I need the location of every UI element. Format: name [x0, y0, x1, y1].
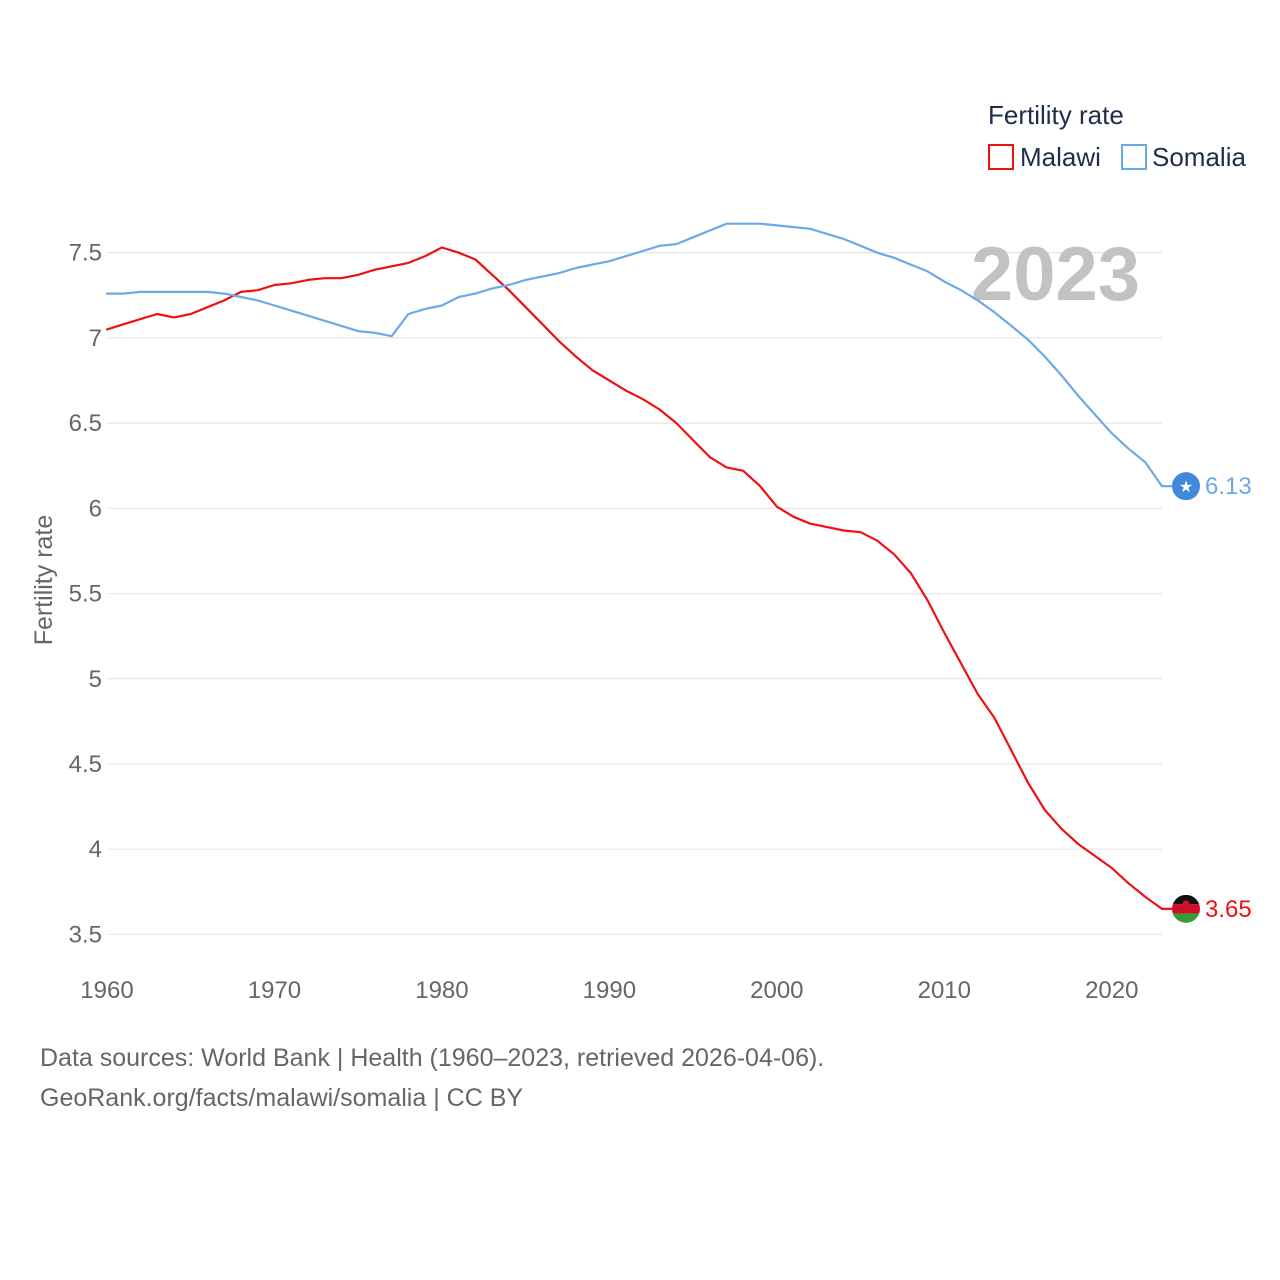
- x-tick-label: 2020: [1085, 977, 1138, 1004]
- data-source-note: Data sources: World Bank | Health (1960–…: [40, 1044, 825, 1072]
- attribution-link[interactable]: GeoRank.org/facts/malawi/somalia | CC BY: [40, 1084, 524, 1112]
- legend: Fertility rate Malawi Somalia: [988, 100, 1246, 172]
- x-tick-label: 1970: [248, 977, 301, 1004]
- end-markers: 3.65 ★ 6.13: [1162, 472, 1252, 923]
- somalia-line: [105, 222, 1164, 488]
- x-tick-label: 2000: [750, 977, 803, 1004]
- y-tick-label: 3.5: [69, 921, 102, 948]
- malawi-line-end-value: 3.65: [1205, 896, 1252, 923]
- legend-swatch-somalia[interactable]: [1121, 144, 1147, 170]
- y-tick-label: 6: [89, 495, 102, 522]
- x-tick-label: 1960: [80, 977, 133, 1004]
- year-label: 2023: [971, 232, 1140, 317]
- legend-swatch-malawi[interactable]: [988, 144, 1014, 170]
- legend-title: Fertility rate: [988, 100, 1124, 130]
- flag-sun: [1182, 900, 1190, 908]
- y-tick-label: 6.5: [69, 410, 102, 437]
- y-tick-label: 7: [89, 325, 102, 352]
- somalia-flag-icon: ★: [1172, 472, 1200, 501]
- x-tick-label: 1980: [415, 977, 468, 1004]
- y-tick-label: 7.5: [69, 240, 102, 267]
- malawi-flag-icon: [1172, 894, 1200, 923]
- legend-label-malawi[interactable]: Malawi: [1020, 142, 1101, 172]
- malawi-line: [105, 246, 1164, 911]
- somalia-line-end-value: 6.13: [1205, 473, 1252, 500]
- series-lines: [105, 222, 1164, 911]
- legend-label-somalia[interactable]: Somalia: [1152, 142, 1246, 172]
- x-tick-label: 1990: [583, 977, 636, 1004]
- y-tick-label: 5.5: [69, 581, 102, 608]
- y-axis-ticks: 3.5 4 4.5 5 5.5 6 6.5 7 7.5: [69, 240, 102, 949]
- x-tick-label: 2010: [918, 977, 971, 1004]
- flag-star: ★: [1179, 477, 1193, 496]
- grid: [107, 252, 1162, 936]
- y-tick-label: 4: [89, 836, 102, 863]
- y-tick-label: 5: [89, 666, 102, 693]
- y-tick-label: 4.5: [69, 751, 102, 778]
- y-axis-label: Fertility rate: [30, 515, 58, 646]
- x-axis-ticks: 1960 1970 1980 1990 2000 2010 2020: [80, 977, 1138, 1004]
